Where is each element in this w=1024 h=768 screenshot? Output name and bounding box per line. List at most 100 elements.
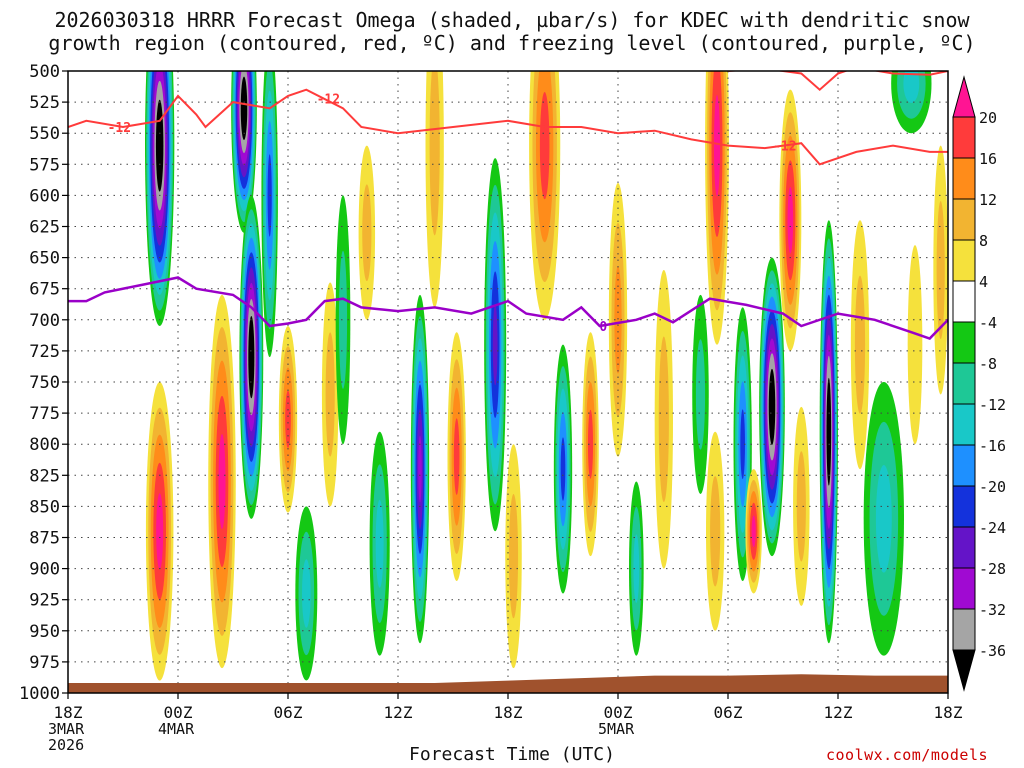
omega-contour-fill: [907, 245, 923, 445]
colorbar-label: 4: [979, 273, 988, 291]
colorbar: 20 16 12 8 4 -4 -8 -12 -16 -20 -24 -28 -32 -36: [952, 75, 1006, 692]
y-tick-label: 700: [29, 311, 60, 331]
omega-contour-fill: [362, 184, 372, 282]
omega-contour-fill: [492, 303, 498, 386]
y-tick-label: 800: [29, 435, 60, 455]
x-tick-label: 18Z: [494, 703, 523, 722]
x-axis-label: Forecast Time (UTC): [409, 744, 615, 765]
colorbar-label: 16: [979, 150, 997, 168]
y-tick-label: 875: [29, 529, 60, 549]
omega-cell: [654, 270, 673, 569]
omega-contour-fill: [418, 435, 422, 503]
colorbar-segment: [952, 362, 976, 405]
omega-contour-fill: [560, 437, 566, 501]
omega-contour-fill: [587, 409, 594, 479]
omega-cell: [779, 89, 802, 351]
colorbar-segment: [952, 608, 976, 651]
omega-cell: [335, 195, 351, 445]
dgz-contour-label: -12: [317, 92, 340, 107]
omega-cell: [145, 382, 174, 681]
omega-contour-fill: [903, 71, 920, 103]
omega-cell: [410, 294, 430, 644]
omega-contour-fill: [787, 187, 794, 254]
omega-contour-fill: [285, 390, 291, 449]
omega-contour-fill: [740, 409, 746, 480]
y-tick-label: 850: [29, 497, 60, 517]
omega-contour-fill: [854, 275, 866, 414]
omega-cell: [745, 469, 762, 594]
colorbar-segment: [952, 198, 976, 241]
colorbar-bottom-cap: [952, 649, 976, 692]
dgz-contour-label: -12: [773, 140, 796, 155]
freezing-level-label: 0: [599, 320, 607, 335]
y-tick-label: 550: [29, 124, 60, 144]
y-tick-label: 925: [29, 591, 60, 611]
colorbar-segment: [952, 239, 976, 282]
omega-cell: [850, 220, 870, 470]
omega-cell: [692, 294, 709, 494]
omega-contour-fill: [218, 434, 226, 530]
omega-contour-fill: [338, 250, 348, 389]
omega-contour-fill: [453, 418, 460, 495]
omega-cell: [819, 220, 838, 644]
x-tick-sublabel: 2026: [48, 736, 84, 754]
y-tick-label: 900: [29, 560, 60, 580]
y-tick-label: 950: [29, 622, 60, 642]
y-tick-label: 525: [29, 93, 60, 113]
colorbar-segment: [952, 116, 976, 159]
omega-cell: [231, 71, 257, 233]
colorbar-label: -36: [979, 642, 1006, 660]
omega-contour-fill: [539, 92, 550, 200]
y-tick-label: 600: [29, 186, 60, 206]
omega-contour-fill: [875, 465, 892, 573]
credit-text[interactable]: coolwx.com/models: [826, 746, 989, 764]
omega-cell: [863, 382, 904, 656]
colorbar-label: -28: [979, 560, 1006, 578]
omega-cell: [933, 145, 948, 395]
x-tick-label: 18Z: [934, 703, 963, 722]
colorbar-segment: [952, 485, 976, 528]
omega-cell: [321, 282, 339, 507]
omega-cell: [239, 195, 264, 519]
colorbar-segment: [952, 321, 976, 364]
omega-cell: [369, 431, 390, 656]
omega-cell: [145, 71, 175, 326]
colorbar-segment: [952, 444, 976, 487]
x-tick-label: 00Z: [604, 703, 633, 722]
omega-contour-fill: [249, 334, 254, 380]
omega-cell: [553, 344, 573, 594]
omega-cell: [907, 245, 923, 445]
omega-contour-fill: [796, 451, 806, 562]
x-tick-label: 06Z: [714, 703, 743, 722]
omega-cell: [358, 145, 376, 320]
omega-contour-fill: [695, 339, 706, 450]
y-tick-label: 825: [29, 466, 60, 486]
y-tick-label: 500: [29, 62, 60, 82]
colorbar-label: 12: [979, 191, 997, 209]
colorbar-label: -24: [979, 519, 1006, 537]
omega-contour-fill: [633, 534, 640, 603]
omega-cell: [582, 332, 599, 557]
contours: -12 -12 -12 0: [68, 71, 948, 693]
y-tick-label: 675: [29, 280, 60, 300]
omega-contour-fill: [770, 385, 774, 428]
colorbar-segment: [952, 157, 976, 200]
omega-contour-fill: [375, 499, 384, 588]
colorbar-segment: [952, 403, 976, 446]
plot-area: -12 -12 -12 0: [67, 70, 949, 694]
omega-cell: [484, 158, 507, 532]
dgz-contour-label: -12: [108, 121, 131, 136]
colorbar-top-cap: [952, 75, 976, 118]
omega-contour-fill: [157, 120, 162, 172]
colorbar-label: 20: [979, 109, 997, 127]
colorbar-segment: [952, 280, 976, 323]
colorbar-label: -32: [979, 601, 1006, 619]
omega-contour-fill: [242, 90, 246, 126]
surface-terrain: [68, 674, 948, 693]
colorbar-label: 8: [979, 232, 988, 250]
omega-contour-fill: [614, 266, 622, 374]
omega-contour-fill: [302, 559, 311, 628]
omega-cell: [295, 506, 318, 681]
omega-contour-fill: [156, 493, 164, 570]
omega-cell: [278, 326, 298, 513]
